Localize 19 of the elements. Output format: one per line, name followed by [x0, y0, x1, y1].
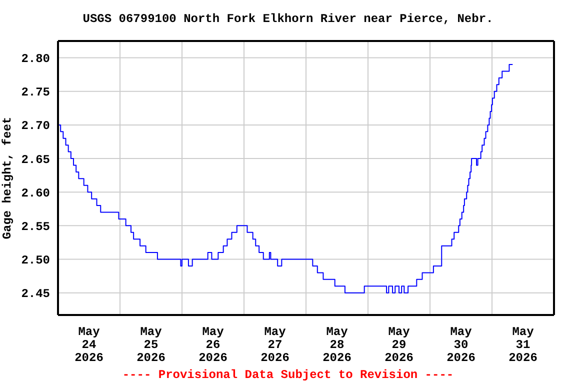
x-tick-label: May 25 2026	[136, 325, 166, 365]
x-tick-label: May 31 2026	[508, 325, 538, 365]
x-tick-label: May 24 2026	[74, 325, 104, 365]
y-tick-label: 2.65	[21, 152, 50, 167]
x-tick-label: May 27 2026	[260, 325, 290, 365]
x-tick-label: May 28 2026	[322, 325, 352, 365]
y-tick-label: 2.80	[21, 52, 50, 66]
y-axis-title: Gage height, feet	[0, 116, 14, 240]
x-tick-label: May 30 2026	[446, 325, 476, 365]
y-tick-label: 2.60	[21, 186, 50, 200]
y-tick-label: 2.70	[21, 119, 50, 134]
text: ---- Provisional Data Subject to Revision ----	[121, 368, 455, 382]
x-tick-label: May 29 2026	[384, 325, 414, 365]
chart-title: USGS 06799100 North Fork Elkhorn River near Pierce, Nebr.	[82, 12, 494, 26]
y-tick-label: 2.55	[21, 220, 50, 234]
y-tick-label: 2.45	[21, 287, 50, 302]
x-tick-label: May 26 2026	[198, 325, 228, 365]
y-tick-label: 2.50	[21, 254, 50, 268]
y-tick-label: 2.75	[21, 86, 50, 100]
